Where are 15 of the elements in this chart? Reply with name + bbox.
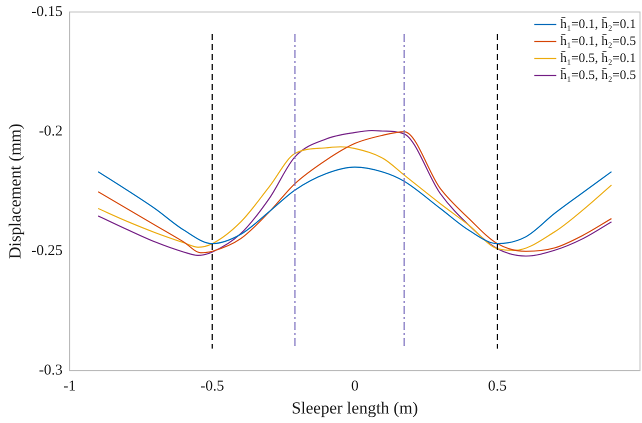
line-series — [98, 166, 612, 244]
y-tick-label: -0.2 — [38, 123, 63, 140]
x-tick-label: 0.5 — [488, 378, 507, 395]
y-axis-title: Displacement (mm) — [6, 124, 25, 260]
legend-label: h̄₁=0.1, h̄₂=0.1 — [560, 16, 636, 31]
y-tick-label: -0.15 — [31, 4, 63, 20]
x-tick-label: -1 — [63, 378, 76, 395]
legend-label: h̄₁=0.1, h̄₂=0.5 — [560, 32, 636, 48]
legend-label: h̄₁=0.5, h̄₂=0.1 — [560, 50, 636, 65]
x-axis-title: Sleeper length (m) — [292, 398, 418, 418]
y-tick-label: -0.3 — [38, 362, 63, 379]
y-tick-label: -0.25 — [31, 243, 63, 260]
x-tick-label: 0 — [351, 378, 359, 395]
x-tick-label: -0.5 — [200, 378, 224, 395]
legend-label: h̄₁=0.5, h̄₂=0.5 — [560, 66, 636, 82]
